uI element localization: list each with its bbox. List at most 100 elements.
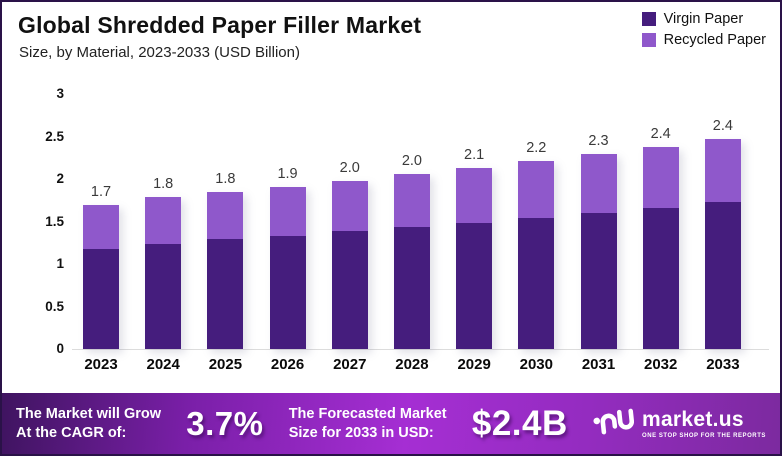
bar-stack: [642, 147, 679, 349]
x-axis-label-2030: 2030: [519, 356, 553, 373]
bar-column-2032: 2.4: [640, 126, 682, 349]
x-axis-label-2033: 2033: [706, 356, 740, 373]
bar-total-label: 1.8: [215, 171, 236, 187]
bar-column-2033: 2.4: [702, 118, 744, 349]
bar-segment-virgin: [642, 208, 679, 349]
bar-segment-recycled: [331, 181, 368, 231]
y-tick-label: 2: [56, 171, 64, 186]
bar-total-label: 2.4: [650, 126, 671, 142]
bar-segment-recycled: [269, 187, 306, 236]
bar-segment-virgin: [83, 249, 119, 349]
marketus-logo: market.us ONE STOP SHOP FOR THE REPORTS: [593, 405, 766, 442]
legend-swatch-icon: [641, 33, 656, 47]
bar-stack: [456, 168, 493, 349]
bar-total-label: 2.4: [712, 118, 733, 134]
legend: Virgin Paper Recycled Paper: [641, 11, 766, 48]
bar-total-label: 2.2: [526, 140, 547, 156]
bar-stack: [83, 205, 119, 349]
bar-segment-virgin: [269, 236, 306, 349]
bar-stack: [580, 154, 617, 349]
bar-stack: [331, 181, 368, 349]
y-axis: 3 2.5 2 1.5 1 0.5 0: [2, 2, 64, 402]
legend-swatch-icon: [641, 12, 656, 26]
bars: 1.7 1.8 1.8 1.9 2.0 2.0 2.1 2.2 2.3 2.4 2.4: [80, 104, 744, 349]
bar-total-label: 1.7: [90, 184, 112, 200]
forecast-label-line1: The Forecasted Market: [288, 405, 447, 422]
bar-column-2027: 2.0: [329, 160, 371, 349]
x-axis: 2023 2024 2025 2026 2027 2028 2029 2030 2031 2032…: [80, 356, 744, 373]
stats-banner: The Market will Grow At the CAGR of: 3.7…: [2, 393, 780, 454]
bar-segment-recycled: [145, 197, 182, 244]
y-tick-label: 0: [56, 341, 64, 356]
bar-column-2029: 2.1: [453, 147, 495, 349]
y-tick-label: 0.5: [45, 298, 64, 314]
logo-name: market.us: [641, 407, 744, 431]
x-axis-label-2029: 2029: [457, 356, 491, 373]
legend-label: Recycled Paper: [663, 32, 766, 48]
cagr-label-line2: At the CAGR of:: [16, 424, 127, 441]
bar-column-2025: 1.8: [204, 171, 246, 349]
bar-segment-recycled: [393, 174, 430, 227]
bar-segment-virgin: [207, 239, 244, 349]
bar-segment-recycled: [83, 205, 119, 249]
y-tick-label: 1.5: [45, 213, 64, 229]
bar-segment-virgin: [145, 244, 182, 349]
legend-item-1: Recycled Paper: [641, 32, 766, 48]
bar-column-2030: 2.2: [515, 140, 557, 349]
cagr-value: 3.7%: [186, 404, 264, 442]
legend-item-0: Virgin Paper: [641, 11, 766, 27]
bar-segment-virgin: [580, 213, 617, 349]
x-axis-label-2026: 2026: [270, 356, 305, 373]
bar-stack: [393, 174, 430, 349]
forecast-value: $2.4B: [471, 403, 568, 443]
bar-column-2028: 2.0: [391, 153, 433, 349]
bar-segment-virgin: [704, 202, 741, 349]
bar-column-2023: 1.7: [80, 184, 122, 349]
bar-segment-recycled: [642, 147, 679, 208]
bar-column-2026: 1.9: [267, 166, 309, 349]
bar-column-2031: 2.3: [578, 133, 620, 349]
cagr-label-line1: The Market will Grow: [16, 405, 162, 422]
bar-total-label: 1.9: [277, 166, 298, 182]
x-axis-label-2031: 2031: [581, 356, 616, 373]
bar-segment-recycled: [704, 139, 741, 202]
x-axis-label-2025: 2025: [208, 356, 243, 373]
bar-stack: [704, 139, 741, 349]
x-axis-line: [72, 349, 769, 350]
bar-segment-recycled: [518, 161, 555, 218]
bar-segment-recycled: [580, 154, 617, 213]
x-axis-label-2024: 2024: [146, 356, 180, 373]
bar-total-label: 1.8: [153, 176, 174, 192]
x-axis-label-2028: 2028: [395, 356, 429, 373]
bar-total-label: 2.3: [588, 133, 609, 149]
bar-column-2024: 1.8: [142, 176, 184, 349]
logo-tagline: ONE STOP SHOP FOR THE REPORTS: [641, 432, 766, 439]
bar-stack: [269, 187, 306, 349]
logo-text: market.us ONE STOP SHOP FOR THE REPORTS: [642, 409, 766, 439]
legend-label: Virgin Paper: [663, 11, 744, 27]
x-axis-label-2027: 2027: [333, 356, 367, 373]
marketus-logo-mark-icon: [591, 403, 637, 444]
bar-total-label: 2.1: [464, 147, 485, 163]
cagr-label: The Market will Grow At the CAGR of:: [16, 405, 161, 443]
bar-stack: [145, 197, 182, 349]
chart-subtitle: Size, by Material, 2023-2033 (USD Billio…: [19, 44, 300, 61]
y-tick-label: 2.5: [45, 128, 64, 144]
bar-segment-recycled: [456, 168, 493, 223]
bar-segment-recycled: [207, 192, 244, 239]
x-axis-label-2032: 2032: [644, 356, 678, 373]
y-tick-label: 3: [56, 86, 64, 101]
bar-segment-virgin: [518, 218, 555, 349]
forecast-label: The Forecasted Market Size for 2033 in U…: [289, 405, 447, 443]
bar-total-label: 2.0: [401, 153, 423, 169]
bar-total-label: 2.0: [339, 160, 360, 176]
chart-title: Global Shredded Paper Filler Market: [18, 12, 422, 38]
y-tick-label: 1: [56, 256, 64, 271]
bar-segment-virgin: [331, 231, 368, 349]
bar-segment-virgin: [393, 227, 430, 349]
x-axis-label-2023: 2023: [84, 356, 118, 373]
bar-stack: [518, 161, 555, 349]
forecast-label-line2: Size for 2033 in USD:: [288, 424, 434, 441]
bar-segment-virgin: [456, 223, 493, 349]
